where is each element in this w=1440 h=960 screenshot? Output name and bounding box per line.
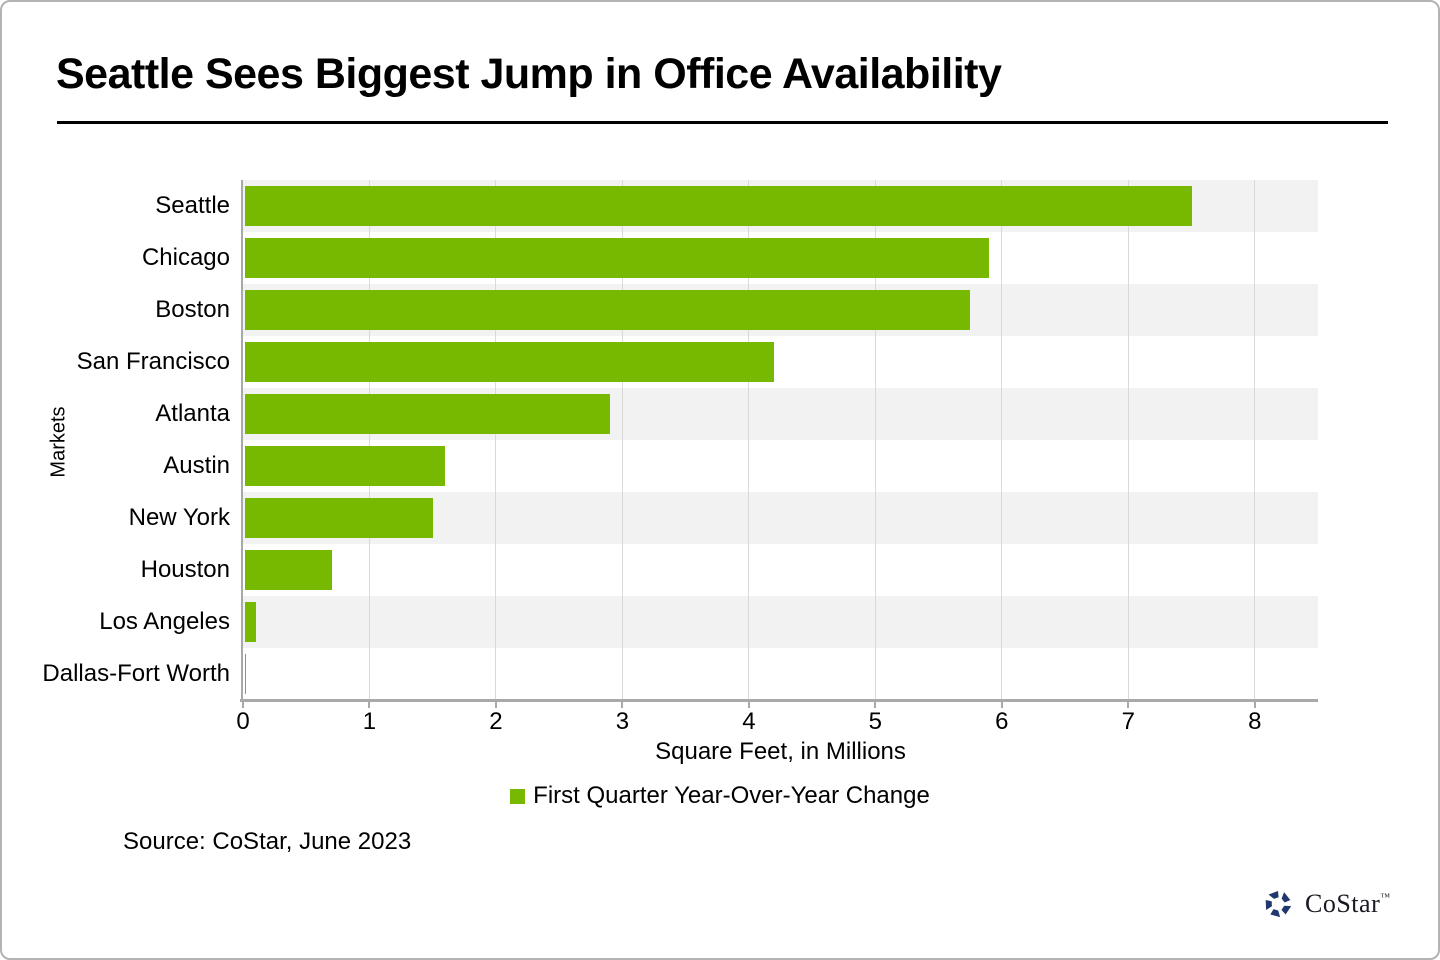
- source-note: Source: CoStar, June 2023: [123, 828, 412, 855]
- gridline-1: [368, 180, 370, 700]
- y-axis-line: [241, 180, 243, 699]
- y-label-houston: Houston: [140, 556, 230, 583]
- x-tick-0: [242, 702, 244, 708]
- bar-boston: [245, 290, 971, 330]
- x-tick-label-7: 7: [1121, 708, 1135, 735]
- costar-logo-text: CoStar™: [1305, 889, 1391, 918]
- y-label-boston: Boston: [155, 296, 230, 323]
- trademark-symbol: ™: [1380, 892, 1391, 903]
- row-band-los-angeles: [243, 596, 1318, 648]
- bar-new-york: [245, 498, 433, 538]
- x-tick-label-5: 5: [868, 708, 883, 735]
- x-tick-label-8: 8: [1248, 708, 1262, 735]
- y-label-los-angeles: Los Angeles: [99, 608, 230, 635]
- x-axis-title: Square Feet, in Millions: [655, 738, 906, 765]
- y-label-austin: Austin: [163, 452, 230, 479]
- y-label-dallas-fort-worth: Dallas-Fort Worth: [42, 660, 230, 687]
- bar-atlanta: [245, 394, 610, 434]
- y-label-chicago: Chicago: [141, 244, 230, 271]
- bar-houston: [245, 550, 332, 590]
- x-tick-label-1: 1: [362, 708, 377, 735]
- bar-chicago: [245, 238, 990, 278]
- x-tick-label-3: 3: [615, 708, 630, 735]
- costar-pinwheel-icon: [1265, 891, 1292, 918]
- bar-austin: [245, 446, 446, 486]
- x-tick-2: [494, 702, 497, 708]
- x-tick-4: [747, 702, 750, 708]
- gridline-5: [874, 180, 876, 700]
- row-band-houston: [243, 544, 1318, 596]
- costar-logo: CoStar™: [1260, 886, 1391, 922]
- y-label-seattle: Seattle: [155, 192, 230, 219]
- y-axis-title: Markets: [47, 406, 70, 478]
- gridline-2: [495, 180, 497, 700]
- x-tick-6: [1000, 702, 1003, 708]
- x-tick-3: [621, 702, 624, 708]
- legend-swatch-icon: [510, 788, 526, 804]
- gridline-4: [748, 180, 750, 700]
- bar-san-francisco: [245, 342, 775, 382]
- bar-los-angeles: [245, 602, 256, 642]
- bar-dallas-fort-worth: [245, 654, 246, 694]
- gridline-3: [621, 180, 623, 700]
- x-tick-label-6: 6: [995, 708, 1009, 735]
- x-axis-line: [240, 699, 1318, 702]
- x-tick-8: [1253, 702, 1256, 708]
- bar-seattle: [245, 186, 1192, 226]
- x-tick-1: [368, 702, 371, 708]
- legend: First Quarter Year-Over-Year Change: [2, 782, 1438, 810]
- x-tick-label-2: 2: [489, 708, 503, 735]
- x-tick-5: [874, 702, 877, 708]
- y-label-atlanta: Atlanta: [155, 400, 230, 427]
- legend-label: First Quarter Year-Over-Year Change: [533, 782, 930, 809]
- y-label-new-york: New York: [128, 504, 230, 531]
- row-band-dallas-fort-worth: [243, 648, 1318, 700]
- plot-area: [243, 180, 1318, 700]
- y-label-san-francisco: San Francisco: [76, 348, 230, 375]
- chart-title: Seattle Sees Biggest Jump in Office Avai…: [56, 50, 1002, 98]
- y-axis-labels: Seattle Chicago Boston San Francisco Atlanta…: [2, 180, 230, 700]
- gridline-6: [1001, 180, 1003, 700]
- title-divider: [57, 121, 1388, 124]
- x-tick-label-0: 0: [236, 708, 250, 735]
- x-tick-label-4: 4: [742, 708, 756, 735]
- gridline-7: [1127, 180, 1129, 700]
- gridline-8: [1254, 180, 1256, 700]
- x-tick-7: [1127, 702, 1130, 708]
